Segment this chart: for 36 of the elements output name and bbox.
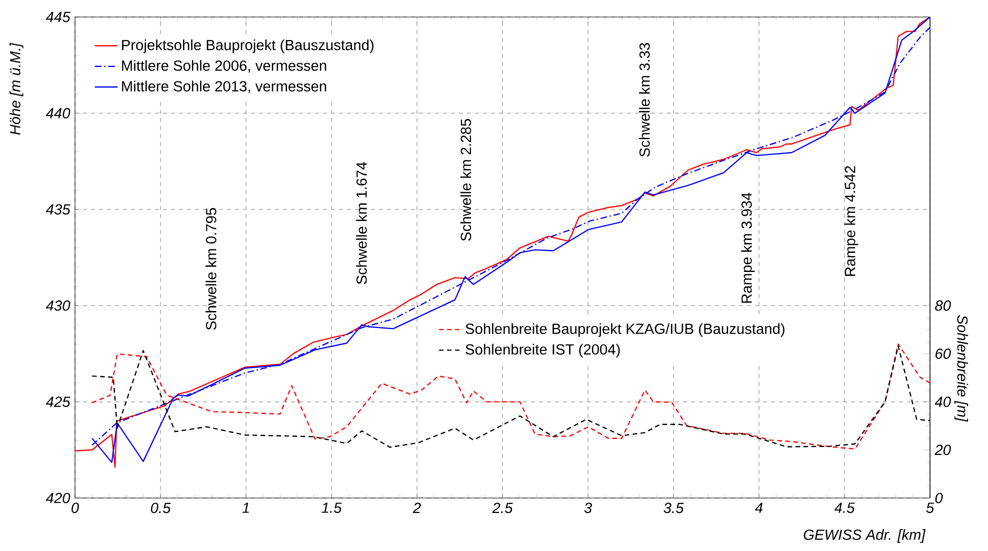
annotation: Schwelle km 1.674: [356, 162, 367, 284]
y-tick-label: 440: [46, 108, 70, 118]
y2-tick-label: 20: [934, 444, 951, 456]
y-tick-label: 430: [46, 300, 70, 311]
x-tick-label: 3: [584, 502, 592, 514]
x-tick-label: 2.5: [492, 502, 513, 514]
annotation: Schwelle km 0.795: [206, 208, 216, 330]
x-tick-label: 1: [242, 502, 249, 513]
legend-label: Mittlere Sohle 2013, vermessen: [122, 80, 326, 94]
y2-tick-label: 40: [934, 396, 951, 407]
annotation: Schwelle km 3.33: [639, 43, 650, 157]
legend-label: Sohlenbreite IST (2004): [466, 344, 620, 358]
x-tick-label: 0.5: [150, 502, 171, 514]
y2-tick-label: 0: [935, 492, 943, 504]
y-tick-label: 435: [46, 204, 70, 215]
annotation: Schwelle km 2.285: [460, 119, 472, 241]
annotation: Rampe km 4.542: [844, 166, 858, 276]
x-tick-label: 3.5: [664, 502, 684, 514]
x-tick-label: 5: [926, 502, 934, 513]
x-tick-label: 4: [755, 502, 763, 513]
y-tick-label: 420: [46, 492, 70, 504]
legend-label: Sohlenbreite Bauprojekt KZAG/IUB (Bauzustand): [466, 323, 784, 337]
x-tick-label: 1.5: [322, 502, 342, 513]
y-tick-label: 445: [46, 12, 70, 22]
legend-label: Mittlere Sohle 2006, vermessen: [122, 60, 326, 73]
x-tick-label: 0: [72, 502, 79, 514]
x-axis-title: GEWISS Adr. [km]: [804, 529, 926, 543]
y2-axis-title: Sohlenbreite [m]: [954, 315, 968, 422]
y2-tick-label: 80: [935, 300, 951, 311]
x-tick-label: 2: [412, 502, 421, 513]
legend-label: Projektsohle Bauprojekt (Bauszustand): [122, 39, 374, 54]
x-tick-label: 4.5: [834, 502, 855, 513]
y2-tick-label: 60: [936, 348, 951, 359]
annotation: Rampe km 3.934: [741, 192, 755, 303]
y-tick-label: 425: [46, 396, 70, 407]
y-axis-title: Höhe [m ü.M.]: [10, 42, 24, 135]
